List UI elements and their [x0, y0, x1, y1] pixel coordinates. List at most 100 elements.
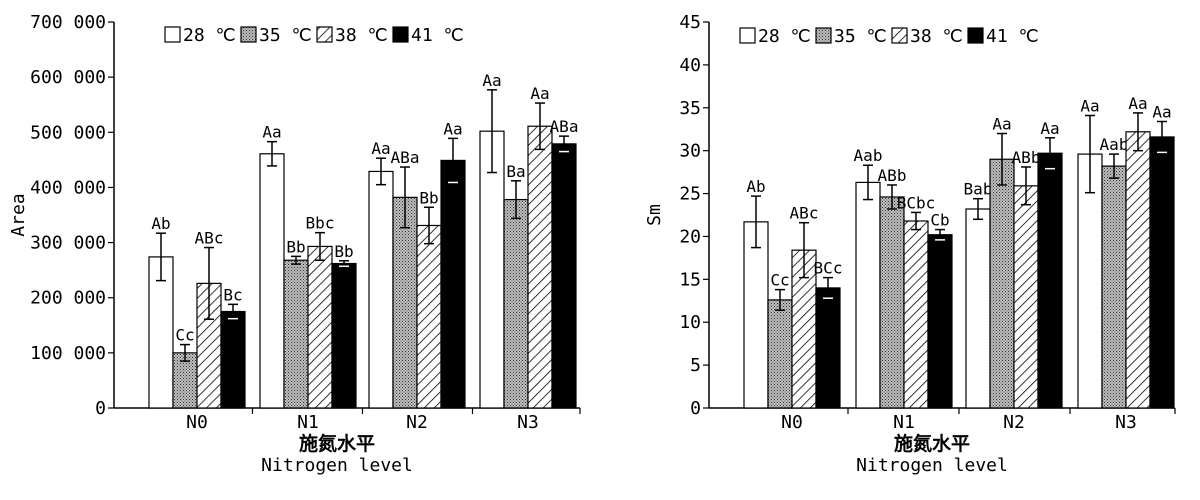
- bar: [1013, 185, 1039, 409]
- significance-label: Aa: [1152, 103, 1171, 122]
- bar: [503, 198, 529, 409]
- legend-swatch: [392, 26, 409, 43]
- bar: [368, 170, 394, 409]
- bar: [903, 220, 929, 409]
- significance-label: Ba: [506, 162, 525, 181]
- significance-label: Ab: [151, 214, 170, 233]
- significance-label: Aa: [992, 115, 1011, 134]
- y-tick-label: 15: [679, 269, 701, 290]
- legend-swatch: [815, 27, 832, 44]
- significance-label: Cb: [930, 211, 949, 230]
- significance-label: Aa: [1040, 119, 1059, 138]
- y-tick-label: 30: [679, 141, 701, 162]
- significance-label: Bab: [964, 180, 993, 199]
- legend-label: 38 ℃: [910, 26, 963, 47]
- chart-area: 0 100 000 200 000 300 000 400 000 500 000 600 …: [8, 12, 581, 476]
- x-tick-label: N2: [1003, 412, 1025, 433]
- chart-sm: 0 5 10 15 20 25 30 35 40 45 N0 N1 N2 N3 Ab Aab Bab Aa Cc AB…: [644, 12, 1176, 476]
- legend: 28 ℃ 35 ℃ 38 ℃ 41 ℃: [164, 25, 464, 46]
- bar: [551, 143, 577, 409]
- bar: [879, 196, 905, 409]
- x-tick-label: N1: [297, 412, 319, 433]
- legend-swatch: [240, 26, 257, 43]
- y-tick-label: 0: [690, 398, 701, 419]
- significance-label: Bbc: [306, 214, 335, 233]
- y-tick-label: 20: [679, 226, 701, 247]
- legend-swatch: [967, 27, 984, 44]
- bar: [527, 125, 553, 409]
- significance-label: BCc: [814, 259, 843, 278]
- bar: [440, 159, 466, 409]
- bar: [416, 224, 442, 409]
- y-tick-label: 300 000: [30, 233, 106, 254]
- x-tick-label: N3: [1115, 412, 1137, 433]
- bar: [767, 299, 793, 409]
- y-tick-label: 200 000: [30, 288, 106, 309]
- legend-label: 28 ℃: [758, 26, 811, 47]
- legend-label: 41 ℃: [411, 25, 464, 46]
- significance-label: Bb: [286, 237, 305, 256]
- bar: [172, 352, 198, 409]
- y-tick-label: 700 000: [30, 12, 106, 33]
- x-tick-label: N0: [781, 412, 803, 433]
- significance-label: Bb: [419, 188, 438, 207]
- x-axis-label-cn: 施氮水平: [894, 432, 970, 455]
- significance-label: Cc: [770, 271, 789, 290]
- y-tick-label: 5: [690, 355, 701, 376]
- significance-label: Cc: [175, 326, 194, 345]
- legend-swatch: [164, 26, 181, 43]
- bar: [283, 259, 309, 409]
- bar: [331, 262, 357, 409]
- significance-label: ABa: [550, 117, 579, 136]
- significance-label: ABb: [878, 166, 907, 185]
- bar: [479, 130, 505, 409]
- significance-label: Aa: [1080, 96, 1099, 115]
- y-axis-label: Area: [8, 193, 29, 236]
- legend: 28 ℃ 35 ℃ 38 ℃ 41 ℃: [739, 26, 1039, 47]
- legend-label: 41 ℃: [986, 26, 1039, 47]
- significance-label: Bc: [223, 285, 242, 304]
- bar: [1149, 136, 1175, 409]
- significance-label: Aa: [530, 84, 549, 103]
- y-tick-label: 10: [679, 312, 701, 333]
- legend-label: 35 ℃: [834, 26, 887, 47]
- legend-swatch: [891, 27, 908, 44]
- bar: [815, 287, 841, 409]
- y-tick-label: 25: [679, 184, 701, 205]
- significance-label: Aab: [854, 146, 883, 165]
- significance-label: Aa: [1128, 94, 1147, 113]
- significance-label: ABc: [195, 229, 224, 248]
- y-tick-label: 35: [679, 98, 701, 119]
- y-tick-label: 45: [679, 12, 701, 33]
- y-tick-label: 500 000: [30, 122, 106, 143]
- y-tick-label: 400 000: [30, 177, 106, 198]
- bar: [855, 181, 881, 409]
- significance-label: ABc: [790, 204, 819, 223]
- bar: [1037, 152, 1063, 409]
- legend-label: 35 ℃: [259, 25, 312, 46]
- significance-label: Aa: [482, 71, 501, 90]
- legend-label: 38 ℃: [335, 25, 388, 46]
- bar: [989, 158, 1015, 409]
- bar: [1125, 131, 1151, 409]
- significance-label: Bb: [334, 242, 353, 261]
- x-tick-label: N1: [893, 412, 915, 433]
- x-axis-label: Nitrogen level: [856, 455, 1008, 476]
- legend-swatch: [316, 26, 333, 43]
- legend-swatch: [739, 27, 756, 44]
- legend-label: 28 ℃: [183, 25, 236, 46]
- significance-label: Ab: [746, 177, 765, 196]
- bar: [392, 196, 418, 409]
- x-tick-label: N2: [406, 412, 428, 433]
- y-tick-label: 40: [679, 55, 701, 76]
- significance-label: ABa: [391, 148, 420, 167]
- bar: [259, 153, 285, 409]
- y-tick-label: 600 000: [30, 67, 106, 88]
- x-tick-label: N3: [517, 412, 539, 433]
- bar: [1101, 165, 1127, 409]
- x-axis-label: Nitrogen level: [261, 455, 413, 476]
- bar: [927, 234, 953, 409]
- bar: [743, 221, 769, 409]
